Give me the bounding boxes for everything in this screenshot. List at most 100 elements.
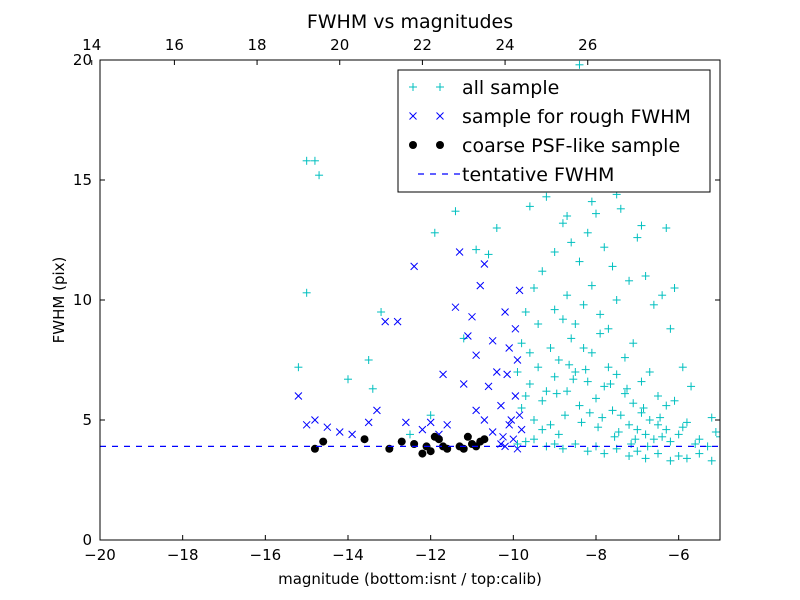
point-all-sample	[451, 207, 460, 216]
point-all-sample	[302, 288, 311, 297]
point-sample-for-rough-fwhm	[443, 420, 452, 429]
point-coarse-psf-like-sample	[360, 435, 369, 444]
legend-marker-coarse-psf-like-sample	[436, 141, 444, 149]
legend-marker-sample-for-rough-fwhm	[409, 112, 417, 120]
top-tick-label: 22	[413, 36, 432, 54]
point-all-sample	[587, 281, 596, 290]
point-sample-for-rough-fwhm	[459, 380, 468, 388]
point-all-sample	[430, 228, 439, 237]
point-all-sample	[620, 353, 629, 362]
point-sample-for-rough-fwhm	[488, 428, 497, 436]
point-all-sample	[513, 368, 522, 376]
x-tick-label: −16	[250, 546, 282, 564]
point-all-sample	[310, 156, 319, 165]
point-all-sample	[594, 423, 603, 432]
point-all-sample	[610, 432, 619, 441]
point-all-sample	[666, 456, 675, 465]
x-tick-label: −12	[415, 546, 447, 564]
point-all-sample	[565, 360, 574, 369]
point-all-sample	[625, 276, 634, 285]
point-all-sample	[530, 435, 538, 444]
point-all-sample	[625, 452, 634, 460]
point-sample-for-rough-fwhm	[393, 317, 402, 326]
point-sample-for-rough-fwhm	[501, 308, 509, 316]
point-all-sample	[344, 375, 352, 384]
top-tick-label: 26	[578, 36, 597, 54]
point-all-sample	[563, 212, 572, 220]
point-all-sample	[654, 392, 662, 400]
point-all-sample	[682, 418, 691, 427]
point-coarse-psf-like-sample	[319, 437, 328, 446]
point-all-sample	[616, 411, 625, 420]
point-all-sample	[302, 156, 311, 165]
point-all-sample	[608, 406, 617, 415]
point-all-sample	[534, 363, 543, 372]
point-all-sample	[575, 401, 584, 410]
point-all-sample	[614, 428, 623, 436]
point-all-sample	[662, 425, 671, 434]
point-sample-for-rough-fwhm	[294, 392, 303, 400]
point-all-sample	[623, 384, 631, 393]
point-all-sample	[558, 315, 567, 324]
point-sample-for-rough-fwhm	[515, 411, 524, 420]
point-sample-for-rough-fwhm	[472, 351, 480, 360]
point-all-sample	[598, 413, 607, 422]
y-tick-label: 10	[73, 291, 92, 309]
point-all-sample	[616, 204, 625, 213]
point-all-sample	[695, 449, 704, 458]
point-sample-for-rough-fwhm	[513, 444, 522, 453]
point-all-sample	[521, 392, 530, 400]
point-all-sample	[542, 387, 551, 396]
point-all-sample	[600, 382, 609, 391]
top-tick-label: 18	[248, 36, 267, 54]
x-tick-label: −6	[668, 546, 690, 564]
point-all-sample	[654, 420, 662, 429]
point-sample-for-rough-fwhm	[410, 262, 418, 271]
point-all-sample	[315, 171, 324, 180]
point-all-sample	[592, 394, 600, 403]
point-all-sample	[377, 308, 386, 316]
point-all-sample	[600, 449, 609, 458]
point-all-sample	[550, 372, 559, 381]
point-sample-for-rough-fwhm	[511, 324, 520, 333]
legend-marker-sample-for-rough-fwhm	[436, 112, 444, 120]
y-axis-label: FWHM (pix)	[50, 257, 68, 344]
x-tick-label: −20	[84, 546, 116, 564]
point-all-sample	[691, 440, 700, 448]
point-all-sample	[472, 245, 481, 254]
point-coarse-psf-like-sample	[426, 447, 435, 456]
point-all-sample	[583, 228, 592, 237]
point-all-sample	[625, 420, 634, 429]
point-sample-for-rough-fwhm	[501, 442, 509, 451]
point-all-sample	[641, 454, 650, 463]
legend-label-all-sample: all sample	[462, 77, 559, 99]
y-tick-label: 0	[82, 531, 92, 549]
point-all-sample	[538, 425, 547, 434]
point-sample-for-rough-fwhm	[373, 406, 381, 415]
top-tick-label: 14	[82, 36, 101, 54]
point-all-sample	[517, 339, 526, 348]
legend-marker-all-sample	[436, 83, 444, 91]
point-sample-for-rough-fwhm	[488, 336, 497, 345]
point-all-sample	[678, 363, 687, 372]
point-all-sample	[716, 432, 720, 441]
point-all-sample	[525, 348, 534, 357]
point-sample-for-rough-fwhm	[480, 416, 489, 424]
point-sample-for-rough-fwhm	[517, 425, 526, 434]
x-tick-label: −14	[332, 546, 364, 564]
point-all-sample	[604, 363, 613, 372]
point-all-sample	[558, 444, 567, 453]
point-all-sample	[538, 267, 547, 276]
point-all-sample	[406, 430, 414, 439]
point-all-sample	[600, 243, 609, 252]
point-all-sample	[633, 447, 642, 456]
point-all-sample	[534, 320, 543, 328]
legend-label-sample-for-rough-fwhm: sample for rough FWHM	[462, 106, 691, 128]
point-all-sample	[639, 404, 648, 412]
point-sample-for-rough-fwhm	[511, 392, 520, 400]
point-all-sample	[542, 192, 551, 201]
point-all-sample	[707, 456, 716, 465]
point-all-sample	[530, 416, 538, 424]
point-all-sample	[552, 389, 561, 398]
